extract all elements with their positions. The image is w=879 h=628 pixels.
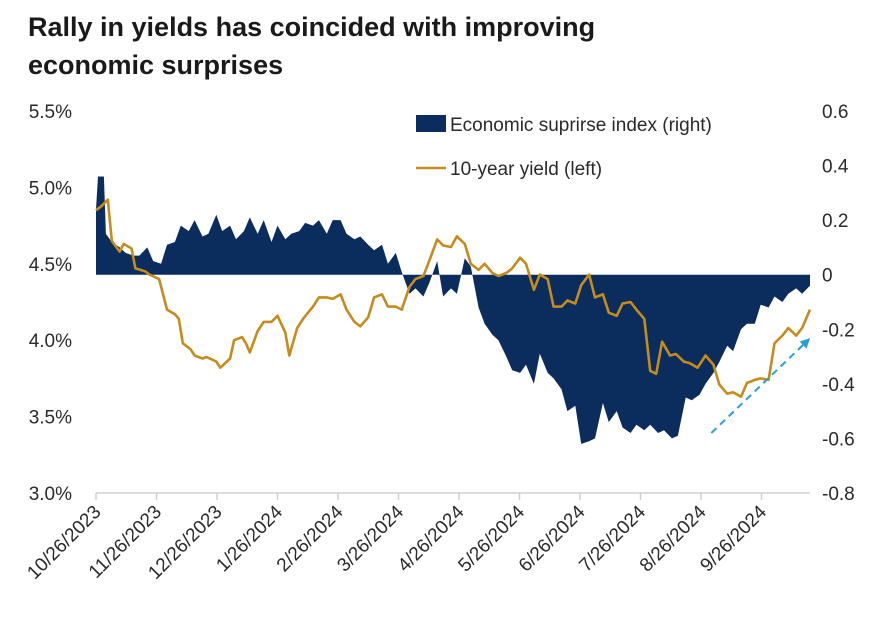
y-left-tick-label: 3.5% [29,408,72,429]
legend: Economic suprirse index (right) 10-year y… [416,115,712,180]
chart-title-line-1: Rally in yields has coincided with impro… [28,12,596,42]
legend-label-10-year-yield: 10-year yield (left) [450,159,602,180]
legend-label-economic-surprise: Economic suprirse index (right) [450,115,712,136]
y-right-tick-label: 0 [822,266,833,287]
y-right-tick-label: 0.4 [822,157,849,178]
y-left-tick-label: 5.0% [29,178,72,199]
y-right-tick-label: -0.8 [822,484,855,505]
x-tick-label: 9/26/2024 [696,501,771,576]
annotation-layer [710,338,811,434]
y-right-tick-label: -0.4 [822,375,855,396]
y-right-tick-label: 0.2 [822,211,848,232]
line-layer [95,198,812,398]
y-right-tick-label: 0.6 [822,102,848,123]
y-right-tick-label: -0.2 [822,320,855,341]
y-left-tick-label: 3.0% [29,484,72,505]
y-right-tick-label: -0.6 [822,429,855,450]
chart-title: Rally in yields has coincided with impro… [28,8,648,84]
trend-arrow [710,338,811,434]
y-left-tick-label: 5.5% [29,102,72,123]
area-layer [96,176,810,444]
chart-title-line-2: economic surprises [28,50,284,80]
y-left-tick-label: 4.5% [29,255,72,276]
legend-swatch-economic-surprise [416,115,446,132]
series-line-10-year-yield [95,198,812,398]
series-area-economic-surprise [96,176,810,444]
y-left-tick-label: 4.0% [29,331,72,352]
